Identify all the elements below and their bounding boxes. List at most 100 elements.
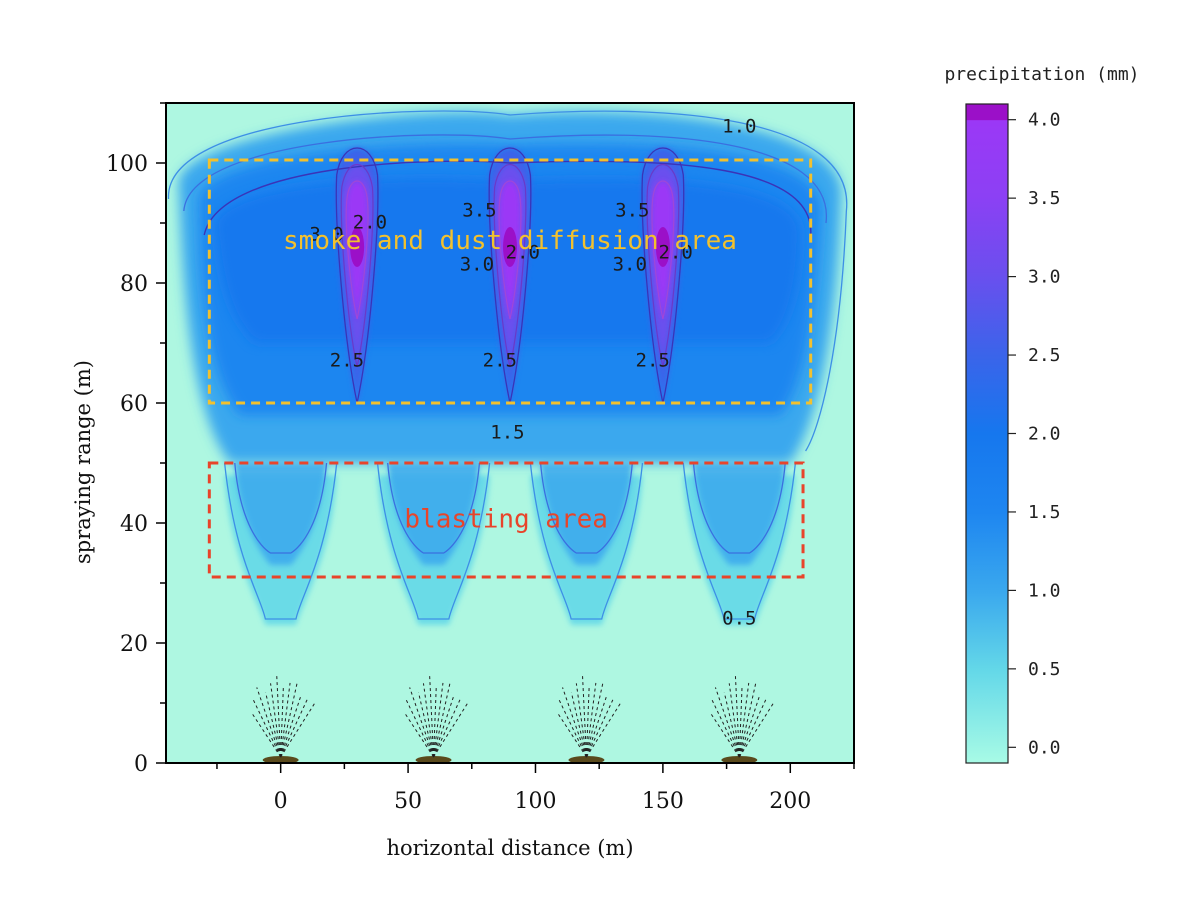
spray-line (265, 692, 282, 758)
colorbar-tick-label: 2.0 (1028, 424, 1061, 445)
contour-label: 3.5 (615, 200, 649, 222)
spray-line (585, 680, 604, 758)
x-tick-label: 0 (274, 789, 288, 814)
contour-3.5 (651, 180, 675, 320)
spray-line (582, 675, 587, 758)
spray-line (422, 683, 435, 758)
region-label: blasting area (404, 505, 608, 535)
sprinkler-base (262, 756, 299, 763)
colorbar-tick-label: 0.0 (1028, 737, 1061, 758)
spray-line (586, 702, 621, 758)
sprinkler-base (415, 756, 452, 763)
y-tick-label: 100 (106, 152, 148, 177)
x-tick-label: 200 (769, 789, 811, 814)
spray-line (403, 711, 434, 758)
x-tick-label: 150 (642, 789, 684, 814)
plot-area (166, 103, 854, 763)
contour-2.0 (203, 160, 812, 236)
spray-line (723, 692, 740, 758)
contour-label: 3.0 (460, 254, 494, 276)
spray-line (714, 687, 740, 758)
plot-frame (165, 102, 855, 764)
x-axis: 0 50 100 150 200 (216, 763, 855, 814)
colorbar-tick-label: 1.0 (1028, 580, 1061, 601)
spray-line (728, 683, 740, 758)
y-tick-label: 60 (120, 392, 148, 417)
sprinkler-icon (250, 675, 316, 763)
spray-line (585, 698, 614, 758)
contour-1.0 (539, 462, 633, 554)
contour-label: 2.0 (658, 242, 692, 264)
y-tick-label: 20 (120, 632, 148, 657)
colorbar-tick-label: 3.5 (1028, 188, 1061, 209)
colorbar-tick-label: 3.0 (1028, 267, 1061, 288)
spray-line (280, 682, 291, 758)
contour-0.5 (223, 462, 338, 620)
spray-line (250, 711, 282, 758)
spray-line (575, 683, 587, 758)
peak-max (503, 227, 517, 267)
sprinkler-base (568, 756, 605, 763)
spray-line (738, 702, 774, 758)
sprinklers (250, 675, 774, 763)
spray-line (585, 696, 607, 758)
spray-line (433, 696, 454, 758)
contour-label: 2.5 (636, 350, 670, 372)
contour-3.0 (646, 163, 680, 368)
spray-line (433, 682, 444, 758)
colorbar-tick-label: 0.5 (1028, 659, 1061, 680)
spray-line (711, 699, 740, 758)
contour-labels: 1.0 2.0 3.0 3.5 2.0 3.0 3.5 2.0 3.0 2.5 2.5 2.5 1.5 0… (309, 116, 756, 630)
spray-line (276, 675, 282, 758)
contour-lines (167, 110, 848, 620)
contour-3.5 (498, 180, 522, 320)
contour-1.0 (234, 462, 328, 554)
spray-line (270, 683, 282, 758)
spray-line (433, 702, 469, 758)
sprinkler-icon (556, 675, 621, 763)
sprinkler-icon (709, 675, 774, 763)
spray-line (738, 682, 750, 758)
contour-label: 1.5 (490, 422, 524, 444)
spray-line (433, 680, 451, 758)
region-boxes: smoke and dust diffusion area blasting ar… (207, 158, 813, 579)
spray-line (280, 702, 316, 758)
region-box (207, 158, 813, 405)
contour-0.5 (682, 462, 797, 620)
contour-1.0 (387, 462, 481, 554)
y-tick-label: 80 (120, 272, 148, 297)
contour-1.0 (167, 110, 848, 452)
spray-line (738, 680, 757, 758)
spray-line (409, 687, 435, 758)
sprinkler-icon (403, 675, 469, 763)
colorbar-tick-label: 2.5 (1028, 345, 1061, 366)
spray-line (256, 687, 282, 758)
colorbar-tick-label: 4.0 (1028, 110, 1061, 131)
peak-max (655, 227, 670, 267)
spray-line (570, 692, 587, 758)
peak-max (350, 227, 365, 267)
contour-2.5 (335, 147, 379, 404)
contour-label: 1.0 (722, 116, 756, 138)
spray-line (556, 711, 587, 758)
contour-label: 2.5 (483, 350, 517, 372)
colorbar-gradient (965, 103, 1009, 764)
y-tick-label: 40 (120, 512, 148, 537)
spray-line (709, 711, 740, 758)
y-axis-label: spraying range (m) (71, 360, 95, 564)
x-axis-label: horizontal distance (m) (386, 836, 633, 860)
spray-line (734, 675, 740, 758)
x-tick-label: 50 (394, 789, 422, 814)
region-label: smoke and dust diffusion area (283, 226, 737, 256)
contour-label: 2.0 (506, 242, 540, 264)
contour-label: 3.0 (613, 254, 647, 276)
contour-2.5 (488, 147, 532, 404)
spray-line (433, 698, 461, 758)
contour-0.5 (529, 462, 644, 620)
contour-3.0 (340, 163, 374, 368)
spray-line (585, 682, 597, 758)
spray-line (429, 675, 435, 758)
contour-label: 3.5 (462, 200, 496, 222)
contour-0.5 (376, 462, 491, 620)
